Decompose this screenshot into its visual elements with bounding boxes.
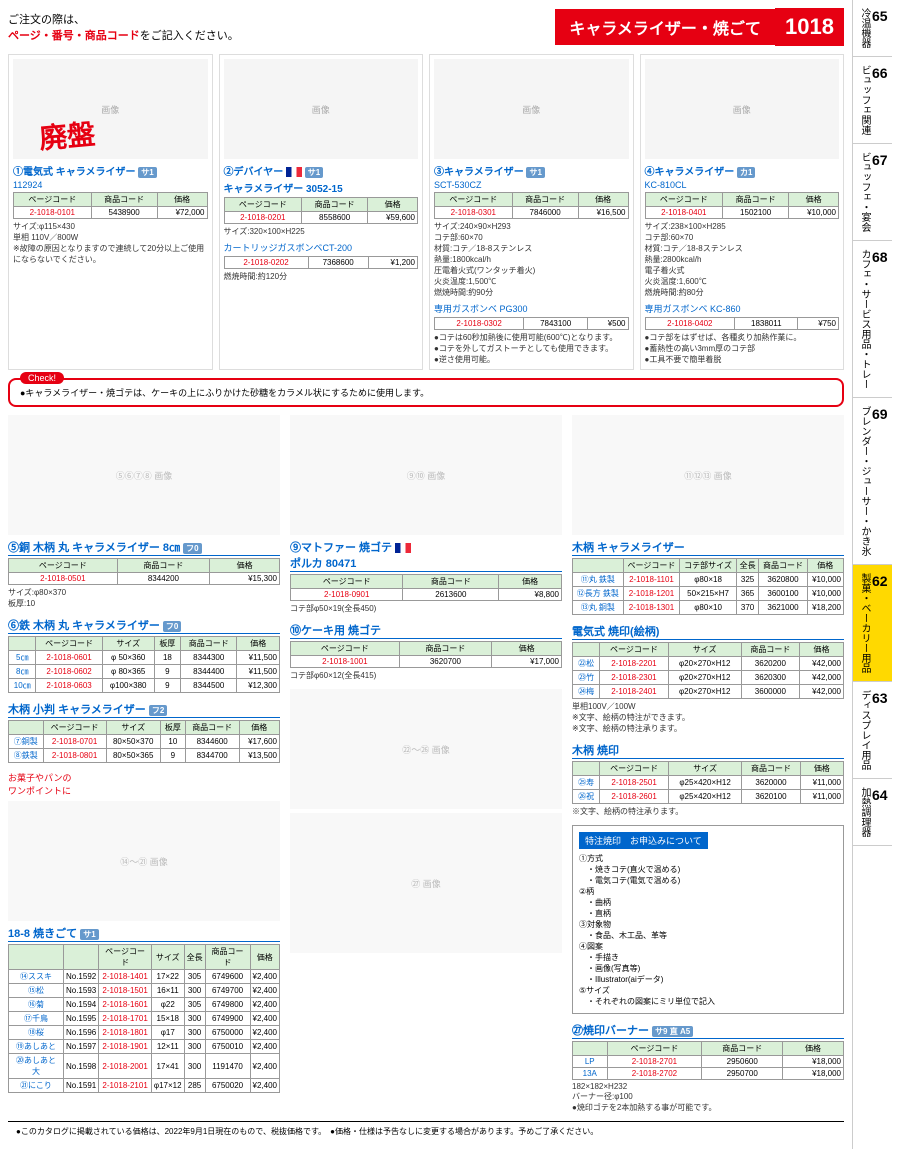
product-image-5-8: ⑤⑥⑦⑧ 画像 bbox=[8, 415, 280, 535]
custom-order-info: 特注焼印 お申込みについて ①方式 ・焼きコテ(直火で温める) ・電気コテ(電気… bbox=[572, 825, 844, 1014]
section-27-title: ㉗焼印バーナー サ9 直 A5 bbox=[572, 1022, 844, 1039]
product-subtitle: キャラメライザー 3052-15 bbox=[224, 180, 419, 195]
sidebar-tab-64[interactable]: 64加熱調理器 bbox=[853, 779, 892, 846]
section-10-table: ページコード商品コード価格 2-1018-10013620700¥17,000 bbox=[290, 641, 562, 668]
product-image: 画像 bbox=[224, 59, 419, 159]
product-model: 112924 bbox=[13, 180, 208, 190]
section-elec-yakiin-title: 電気式 焼印(絵柄) bbox=[572, 623, 844, 640]
sidebar-tab-62[interactable]: 62製菓・ベーカリー用品 bbox=[853, 565, 892, 682]
section-10-title: ⑩ケーキ用 焼ゴテ bbox=[290, 622, 562, 639]
confection-note: お菓子やパンの ワンポイントに bbox=[8, 771, 280, 797]
section-wood-title: 木柄 キャラメライザー bbox=[572, 539, 844, 556]
section-5-table: ページコード商品コード価格 2-1018-05018344200¥15,300 bbox=[8, 558, 280, 585]
section-elec-yakiin-table: ページコードサイズ商品コード価格㉒松2-1018-2201φ20×270×H12… bbox=[572, 642, 844, 699]
category-title: キャラメライザー・焼ごて bbox=[555, 9, 775, 45]
product-card: 画像③キャラメライザー サ1SCT-530CZページコード商品コード価格2-10… bbox=[429, 54, 634, 370]
product-title: ②デバイヤー サ1 bbox=[224, 163, 419, 178]
sidebar-tab-63[interactable]: 63ディスプレイ用品 bbox=[853, 682, 892, 779]
product-title: ④キャラメライザー カ1 bbox=[645, 163, 840, 178]
product-image-22-26: ㉒〜㉖ 画像 bbox=[290, 689, 562, 809]
section-188-title: 18-8 焼きごて サ1 bbox=[8, 925, 280, 942]
page-footer: ●このカタログに掲載されている価格は、2022年9月1日現在のもので、税抜価格で… bbox=[8, 1121, 844, 1141]
sidebar-tab-65[interactable]: 65冷温機器 bbox=[853, 0, 892, 57]
section-78-table: ページコードサイズ板厚商品コード価格⑦銅製2-1018-070180×50×37… bbox=[8, 720, 280, 763]
section-188-table: ページコードサイズ全長商品コード価格⑭ススキNo.15922-1018-1401… bbox=[8, 944, 280, 1093]
sidebar-tab-69[interactable]: 69ブレンダー・ジューサー・かき氷 bbox=[853, 398, 892, 565]
product-image: 画像 bbox=[645, 59, 840, 159]
section-wood-table: ページコードコテ部サイズ全長商品コード価格⑪丸 鉄製2-1018-1101φ80… bbox=[572, 558, 844, 615]
product-image-27: ㉗ 画像 bbox=[290, 813, 562, 953]
discontinued-stamp: 廃盤 bbox=[37, 113, 96, 158]
section-wood-yakiin-table: ページコードサイズ商品コード価格㉕寿2-1018-2501φ25×420×H12… bbox=[572, 761, 844, 804]
sidebar-tab-68[interactable]: 68カフェ・サービス用品・トレー bbox=[853, 241, 892, 398]
product-image-11-13: ⑪⑫⑬ 画像 bbox=[572, 415, 844, 535]
product-image: 画像 bbox=[434, 59, 629, 159]
product-title: ③キャラメライザー サ1 bbox=[434, 163, 629, 178]
product-card: 画像②デバイヤー サ1キャラメライザー 3052-15ページコード商品コード価格… bbox=[219, 54, 424, 370]
sidebar-tab-67[interactable]: 67ビュッフェ・宴会 bbox=[853, 144, 892, 241]
product-title: ①電気式 キャラメライザー サ1 bbox=[13, 163, 208, 178]
section-wood-yakiin-title: 木柄 焼印 bbox=[572, 742, 844, 759]
product-card: 画像廃盤①電気式 キャラメライザー サ1112924ページコード商品コード価格2… bbox=[8, 54, 213, 370]
order-instruction: ご注文の際は、 ページ・番号・商品コードをご記入ください。 bbox=[8, 11, 239, 43]
section-27-table: ページコード商品コード価格LP2-1018-27012950600¥18,000… bbox=[572, 1041, 844, 1080]
product-model: SCT-530CZ bbox=[434, 180, 629, 190]
section-9-title: ⑨マトファー 焼ゴテ ポルカ 80471 bbox=[290, 539, 562, 572]
product-model: KC-810CL bbox=[645, 180, 840, 190]
section-9-table: ページコード商品コード価格 2-1018-09012613600¥8,800 bbox=[290, 574, 562, 601]
category-sidebar: 65冷温機器66ビュッフェ関連67ビュッフェ・宴会68カフェ・サービス用品・トレ… bbox=[852, 0, 900, 1149]
check-note-box: Check! ●キャラメライザー・焼ゴテは、ケーキの上にふりかけた砂糖をカラメル… bbox=[8, 378, 844, 407]
france-flag-icon bbox=[395, 543, 411, 553]
check-label: Check! bbox=[20, 372, 64, 384]
product-image-9-10: ⑨⑩ 画像 bbox=[290, 415, 562, 535]
sidebar-tab-66[interactable]: 66ビュッフェ関連 bbox=[853, 57, 892, 144]
page-header: ご注文の際は、 ページ・番号・商品コードをご記入ください。 キャラメライザー・焼… bbox=[8, 8, 844, 46]
product-card: 画像④キャラメライザー カ1KC-810CLページコード商品コード価格2-101… bbox=[640, 54, 845, 370]
section-6-table: ページコードサイズ板厚商品コード価格5㎝2-1018-0601φ 50×3601… bbox=[8, 636, 280, 693]
section-6-title: ⑥鉄 木柄 丸 キャラメライザー フ0 bbox=[8, 617, 280, 634]
france-flag-icon bbox=[286, 167, 302, 177]
section-5-title: ⑤銅 木柄 丸 キャラメライザー 8㎝ フ0 bbox=[8, 539, 280, 556]
top-products-grid: 画像廃盤①電気式 キャラメライザー サ1112924ページコード商品コード価格2… bbox=[8, 54, 844, 370]
section-78-title: 木柄 小判 キャラメライザー フ2 bbox=[8, 701, 280, 718]
product-image-14-21: ⑭〜㉑ 画像 bbox=[8, 801, 280, 921]
page-number: 1018 bbox=[775, 8, 844, 46]
